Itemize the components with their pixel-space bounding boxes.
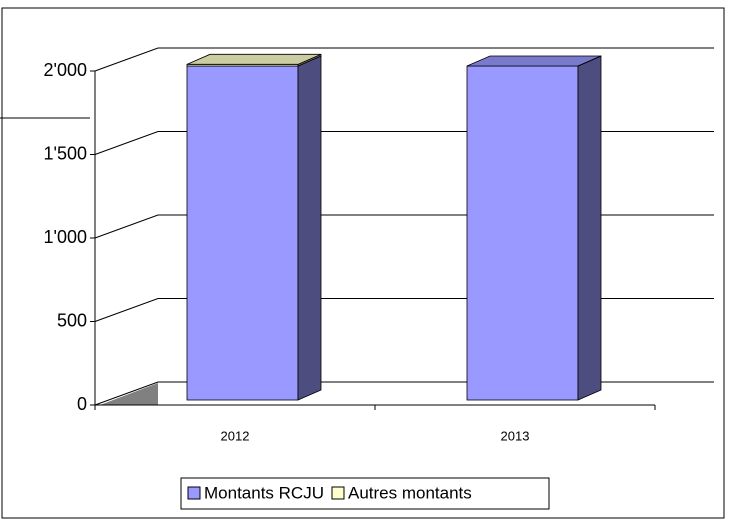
floor [100, 383, 158, 405]
y-tick-label: 1'500 [44, 143, 87, 163]
y-tick-label: 2'000 [44, 60, 87, 80]
chart-border [1, 7, 725, 519]
bar-top [186, 53, 322, 65]
y-tick-label: 500 [57, 310, 87, 330]
bar [186, 65, 299, 401]
legend-label: Autres montants [348, 483, 472, 502]
legend-swatch [331, 486, 345, 500]
bar-side [297, 55, 322, 401]
bar-side [577, 55, 602, 401]
grid-line [94, 47, 714, 72]
legend-swatch [187, 486, 201, 500]
bar-side [577, 55, 602, 67]
legend-label: Montants RCJU [204, 483, 324, 502]
bar [466, 65, 579, 401]
legend-box [180, 477, 550, 510]
y-tick-label: 0 [77, 394, 87, 414]
x-tick-label: 2013 [501, 428, 530, 443]
x-tick-label: 2012 [221, 428, 250, 443]
y-tick-label: 1'000 [44, 227, 87, 247]
